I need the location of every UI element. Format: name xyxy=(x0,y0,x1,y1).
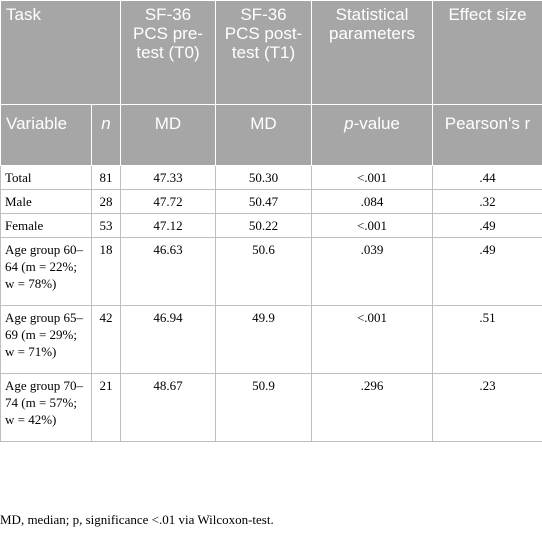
cell-p: <.001 xyxy=(311,305,433,374)
cell-variable: Total xyxy=(0,165,92,190)
header-task: Task xyxy=(0,0,121,105)
results-table: Task SF-36 PCS pre-test (T0) SF-36 PCS p… xyxy=(0,0,542,442)
header-pearsons-r: Pearson's r xyxy=(432,104,542,166)
header-pre-test: SF-36 PCS pre-test (T0) xyxy=(120,0,216,105)
cell-pre: 47.33 xyxy=(120,165,216,190)
table-row: Male 28 47.72 50.47 .084 .32 xyxy=(0,189,542,214)
cell-p: <.001 xyxy=(311,213,433,238)
cell-variable: Female xyxy=(0,213,92,238)
cell-pre: 47.72 xyxy=(120,189,216,214)
header-statistical-parameters: Statistical parameters xyxy=(311,0,433,105)
cell-r: .51 xyxy=(432,305,542,374)
table-row: Age group 65–69 (m = 29%; w = 71%) 42 46… xyxy=(0,305,542,374)
cell-r: .23 xyxy=(432,373,542,442)
header-n: n xyxy=(91,104,121,166)
cell-post: 50.47 xyxy=(215,189,312,214)
cell-r: .32 xyxy=(432,189,542,214)
header-effect-size: Effect size xyxy=(432,0,542,105)
cell-r: .49 xyxy=(432,237,542,306)
table-row: Age group 70–74 (m = 57%; w = 42%) 21 48… xyxy=(0,373,542,442)
header-post-test: SF-36 PCS post-test (T1) xyxy=(215,0,312,105)
table-row: Total 81 47.33 50.30 <.001 .44 xyxy=(0,165,542,190)
cell-post: 49.9 xyxy=(215,305,312,374)
cell-n: 28 xyxy=(91,189,121,214)
cell-pre: 47.12 xyxy=(120,213,216,238)
cell-pre: 46.94 xyxy=(120,305,216,374)
cell-n: 42 xyxy=(91,305,121,374)
cell-n: 53 xyxy=(91,213,121,238)
cell-variable: Male xyxy=(0,189,92,214)
cell-variable: Age group 65–69 (m = 29%; w = 71%) xyxy=(0,305,92,374)
table-row: Female 53 47.12 50.22 <.001 .49 xyxy=(0,213,542,238)
header-p-value: p-value xyxy=(311,104,433,166)
table-row: Age group 60–64 (m = 22%; w = 78%) 18 46… xyxy=(0,237,542,306)
cell-p: .296 xyxy=(311,373,433,442)
header-post-md: MD xyxy=(215,104,312,166)
header-pre-md: MD xyxy=(120,104,216,166)
cell-r: .44 xyxy=(432,165,542,190)
cell-pre: 46.63 xyxy=(120,237,216,306)
cell-pre: 48.67 xyxy=(120,373,216,442)
cell-post: 50.6 xyxy=(215,237,312,306)
header-variable: Variable xyxy=(0,104,92,166)
cell-p: .084 xyxy=(311,189,433,214)
header-row-2: Variable n MD MD p-value Pearson's r xyxy=(0,104,542,166)
cell-variable: Age group 70–74 (m = 57%; w = 42%) xyxy=(0,373,92,442)
cell-p: .039 xyxy=(311,237,433,306)
cell-n: 18 xyxy=(91,237,121,306)
p-symbol: p xyxy=(344,114,354,133)
cell-r: .49 xyxy=(432,213,542,238)
cell-post: 50.22 xyxy=(215,213,312,238)
table-footnote: MD, median; p, significance <.01 via Wil… xyxy=(0,512,274,527)
cell-n: 21 xyxy=(91,373,121,442)
cell-n: 81 xyxy=(91,165,121,190)
header-row-1: Task SF-36 PCS pre-test (T0) SF-36 PCS p… xyxy=(0,0,542,105)
cell-post: 50.9 xyxy=(215,373,312,442)
p-value-suffix: -value xyxy=(353,114,400,133)
cell-variable: Age group 60–64 (m = 22%; w = 78%) xyxy=(0,237,92,306)
cell-post: 50.30 xyxy=(215,165,312,190)
cell-p: <.001 xyxy=(311,165,433,190)
